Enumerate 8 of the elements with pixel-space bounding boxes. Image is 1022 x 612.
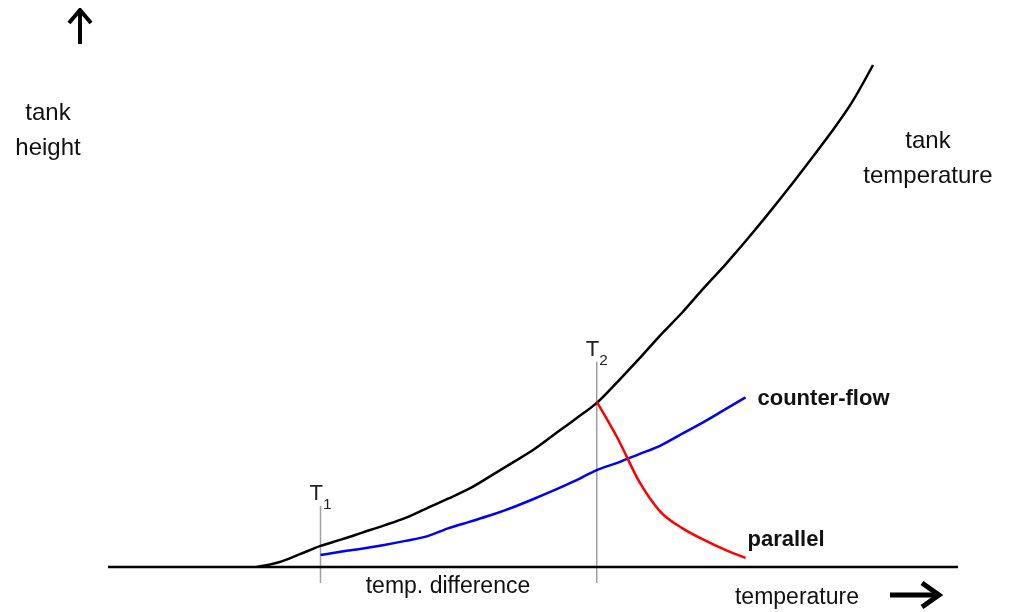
series-label: parallel (747, 525, 825, 551)
x-tick-label: T$_{1}$ (309, 479, 332, 512)
x-axis-title: temperature (734, 583, 860, 609)
series-label: counter-flow (757, 385, 891, 411)
text: temp. difference (365, 572, 531, 598)
x-tick-label: T$_{2}$ (585, 335, 608, 368)
series-label: tank temperature (863, 126, 993, 188)
y-axis-title: tank height (15, 98, 82, 160)
